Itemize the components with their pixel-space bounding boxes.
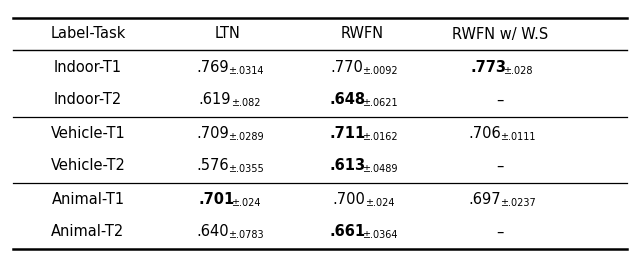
Text: .640: .640: [196, 224, 228, 240]
Text: ±.0111: ±.0111: [500, 132, 536, 141]
Text: .773: .773: [470, 60, 507, 74]
Text: ±.082: ±.082: [230, 98, 260, 109]
Text: ±.0237: ±.0237: [500, 198, 536, 207]
Text: ±.0162: ±.0162: [362, 132, 397, 141]
Text: ±.0489: ±.0489: [362, 164, 397, 175]
Text: .700: .700: [333, 192, 365, 206]
Text: .709: .709: [196, 126, 228, 140]
Text: .706: .706: [468, 126, 500, 140]
Text: .661: .661: [330, 224, 366, 240]
Text: Indoor-T1: Indoor-T1: [54, 60, 122, 74]
Text: .770: .770: [330, 60, 363, 74]
Text: ±.0289: ±.0289: [228, 132, 264, 141]
Text: Vehicle-T1: Vehicle-T1: [51, 126, 125, 140]
Text: ±.0355: ±.0355: [228, 164, 264, 175]
Text: Vehicle-T2: Vehicle-T2: [51, 158, 125, 174]
Text: Indoor-T2: Indoor-T2: [54, 92, 122, 108]
Text: –: –: [496, 224, 504, 240]
Text: Label-Task: Label-Task: [51, 27, 125, 41]
Text: –: –: [496, 92, 504, 108]
Text: .619: .619: [198, 92, 231, 108]
Text: ±.0364: ±.0364: [362, 230, 397, 240]
Text: ±.0092: ±.0092: [362, 66, 397, 75]
Text: ±.0314: ±.0314: [228, 66, 264, 75]
Text: Animal-T2: Animal-T2: [51, 224, 125, 240]
Text: .648: .648: [330, 92, 366, 108]
Text: ±.024: ±.024: [365, 198, 394, 207]
Text: LTN: LTN: [215, 27, 241, 41]
Text: ±.024: ±.024: [230, 198, 260, 207]
Text: RWFN: RWFN: [340, 27, 383, 41]
Text: .613: .613: [330, 158, 366, 174]
Text: ±.028: ±.028: [502, 66, 532, 75]
Text: .576: .576: [196, 158, 228, 174]
Text: ±.0621: ±.0621: [362, 98, 397, 109]
Text: .697: .697: [468, 192, 500, 206]
Text: –: –: [496, 158, 504, 174]
Text: .711: .711: [330, 126, 366, 140]
Text: .701: .701: [198, 192, 235, 206]
Text: RWFN w/ W.S: RWFN w/ W.S: [452, 27, 548, 41]
Text: Animal-T1: Animal-T1: [51, 192, 125, 206]
Text: ±.0783: ±.0783: [228, 230, 264, 240]
Text: .769: .769: [196, 60, 228, 74]
